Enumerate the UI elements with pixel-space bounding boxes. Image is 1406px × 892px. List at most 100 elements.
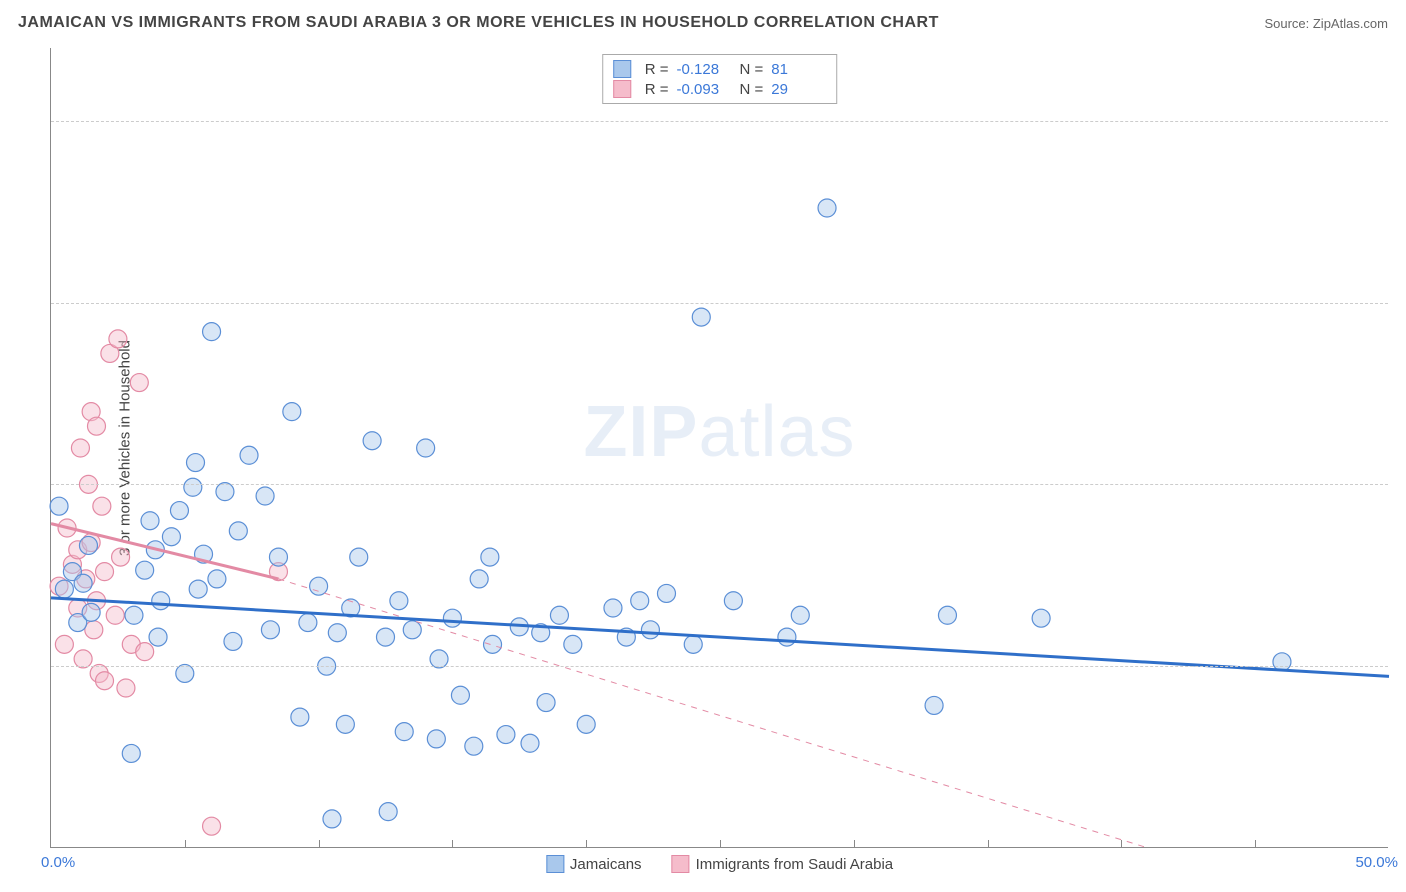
legend-r-label-2: R = — [645, 81, 669, 98]
data-point — [261, 621, 279, 639]
data-point — [564, 635, 582, 653]
legend-n-label-2: N = — [740, 81, 764, 98]
data-point — [657, 584, 675, 602]
data-point — [451, 686, 469, 704]
data-point — [724, 592, 742, 610]
legend-row-2: R = -0.093 N = 29 — [613, 79, 827, 99]
data-point — [240, 446, 258, 464]
data-point — [189, 580, 207, 598]
data-point — [631, 592, 649, 610]
legend-r-value-1: -0.128 — [677, 61, 732, 78]
x-minor-tick — [854, 840, 855, 848]
data-point — [106, 606, 124, 624]
data-point — [71, 439, 89, 457]
legend-swatch-2 — [613, 80, 631, 98]
data-point — [336, 715, 354, 733]
data-point — [136, 643, 154, 661]
data-point — [203, 323, 221, 341]
data-point — [93, 497, 111, 515]
data-point — [403, 621, 421, 639]
x-minor-tick — [720, 840, 721, 848]
legend-n-value-2: 29 — [771, 81, 826, 98]
data-point — [1032, 609, 1050, 627]
data-point — [122, 744, 140, 762]
legend-n-label-1: N = — [740, 61, 764, 78]
legend-r-label-1: R = — [645, 61, 669, 78]
legend-label-saudi: Immigrants from Saudi Arabia — [696, 856, 894, 873]
data-point — [283, 403, 301, 421]
data-point — [328, 624, 346, 642]
legend-swatch-jamaicans — [546, 855, 564, 873]
data-point — [537, 694, 555, 712]
data-point — [484, 635, 502, 653]
data-point — [310, 577, 328, 595]
data-point — [184, 478, 202, 496]
data-point — [269, 548, 287, 566]
data-point — [55, 580, 73, 598]
data-point — [818, 199, 836, 217]
data-point — [55, 635, 73, 653]
data-point — [117, 679, 135, 697]
source-prefix: Source: — [1264, 16, 1312, 31]
x-minor-tick — [1255, 840, 1256, 848]
x-axis-max: 50.0% — [1355, 854, 1398, 871]
data-point — [791, 606, 809, 624]
data-point — [208, 570, 226, 588]
legend-r-value-2: -0.093 — [677, 81, 732, 98]
data-point — [925, 696, 943, 714]
y-tick-label: 12.5% — [1398, 658, 1406, 675]
x-minor-tick — [185, 840, 186, 848]
data-point — [149, 628, 167, 646]
data-point — [152, 592, 170, 610]
data-point — [79, 536, 97, 554]
x-minor-tick — [988, 840, 989, 848]
correlation-legend: R = -0.128 N = 81 R = -0.093 N = 29 — [602, 54, 838, 104]
data-point — [350, 548, 368, 566]
data-point — [87, 417, 105, 435]
data-point — [170, 502, 188, 520]
data-point — [96, 672, 114, 690]
data-point — [443, 609, 461, 627]
data-point — [130, 374, 148, 392]
legend-swatch-saudi — [672, 855, 690, 873]
y-tick-label: 25.0% — [1398, 476, 1406, 493]
legend-row-1: R = -0.128 N = 81 — [613, 59, 827, 79]
data-point — [390, 592, 408, 610]
data-point — [74, 574, 92, 592]
data-point — [112, 548, 130, 566]
x-minor-tick — [452, 840, 453, 848]
source-link[interactable]: ZipAtlas.com — [1313, 16, 1388, 31]
data-point — [604, 599, 622, 617]
data-point — [96, 563, 114, 581]
data-point — [229, 522, 247, 540]
data-point — [427, 730, 445, 748]
plot-area: 3 or more Vehicles in Household ZIPatlas… — [50, 48, 1388, 848]
y-tick-label: 37.5% — [1398, 294, 1406, 311]
legend-n-value-1: 81 — [771, 61, 826, 78]
x-axis-origin: 0.0% — [41, 854, 75, 871]
data-point — [109, 330, 127, 348]
data-point — [377, 628, 395, 646]
data-point — [299, 614, 317, 632]
data-point — [684, 635, 702, 653]
chart-svg — [51, 48, 1388, 847]
x-minor-tick — [1121, 840, 1122, 848]
data-point — [379, 803, 397, 821]
data-point — [203, 817, 221, 835]
gridline-h — [51, 484, 1388, 485]
legend-swatch-1 — [613, 60, 631, 78]
data-point — [417, 439, 435, 457]
data-point — [481, 548, 499, 566]
chart-title: JAMAICAN VS IMMIGRANTS FROM SAUDI ARABIA… — [18, 14, 939, 32]
series-legend: Jamaicans Immigrants from Saudi Arabia — [546, 855, 893, 873]
gridline-h — [51, 121, 1388, 122]
legend-item-saudi: Immigrants from Saudi Arabia — [672, 855, 894, 873]
data-point — [82, 603, 100, 621]
x-minor-tick — [319, 840, 320, 848]
x-minor-tick — [586, 840, 587, 848]
data-point — [136, 561, 154, 579]
data-point — [1273, 653, 1291, 671]
trend-line — [51, 598, 1389, 677]
data-point — [323, 810, 341, 828]
data-point — [938, 606, 956, 624]
